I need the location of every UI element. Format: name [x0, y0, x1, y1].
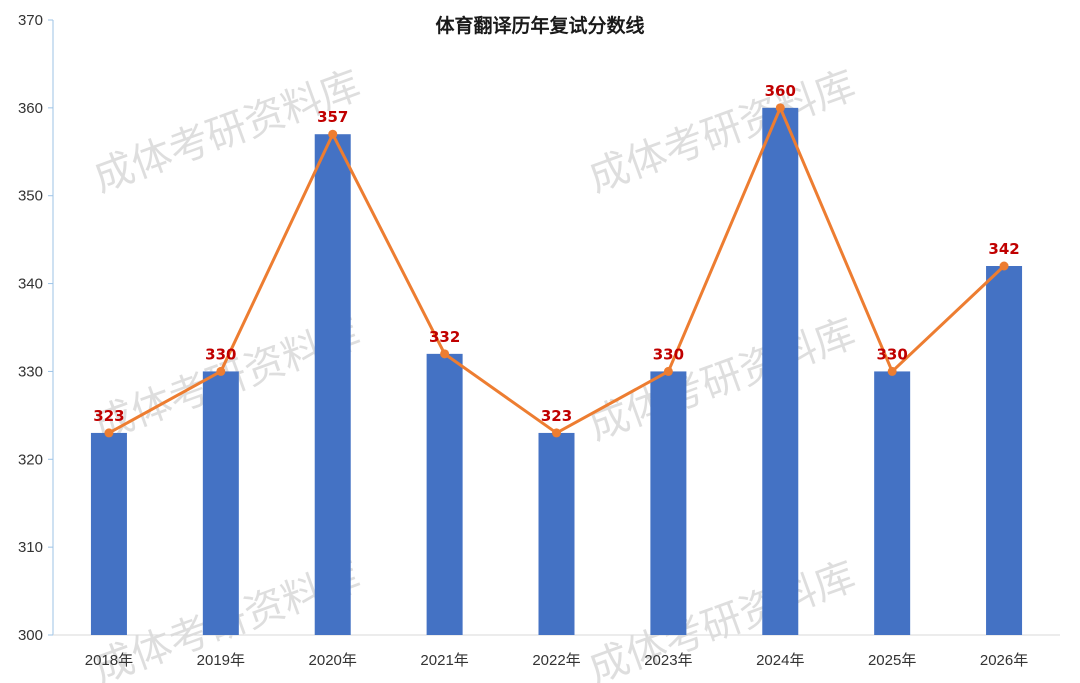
x-tick-label: 2021年	[420, 652, 468, 669]
x-tick-label: 2020年	[309, 652, 357, 669]
data-label: 330	[653, 345, 684, 363]
data-label: 330	[877, 345, 908, 363]
line-point	[999, 261, 1009, 271]
bar	[538, 432, 575, 635]
bar	[314, 134, 351, 635]
y-tick-label: 350	[18, 188, 43, 205]
y-tick-label: 310	[18, 539, 43, 556]
data-label: 332	[429, 328, 460, 346]
data-label: 330	[205, 345, 236, 363]
line-point	[440, 349, 450, 359]
y-tick-label: 360	[18, 100, 43, 117]
x-tick-label: 2023年	[644, 652, 692, 669]
line-point	[552, 428, 561, 438]
chart-title: 体育翻译历年复试分数线	[435, 14, 644, 37]
data-label: 323	[93, 407, 124, 425]
watermark-text-2: 成体考研资料库	[583, 62, 862, 201]
y-tick-label: 300	[18, 627, 43, 644]
bar	[986, 266, 1023, 635]
x-tick-label: 2018年	[85, 652, 133, 669]
line-point	[663, 366, 673, 376]
line-point	[775, 103, 785, 113]
line-point	[887, 366, 897, 376]
line-point	[104, 428, 114, 438]
line-point	[328, 129, 338, 139]
y-tick-label: 370	[18, 12, 43, 29]
y-tick-label: 320	[18, 451, 43, 468]
bar	[90, 432, 127, 635]
x-tick-label: 2019年	[197, 652, 245, 669]
y-tick-label: 340	[18, 276, 43, 293]
bar	[650, 371, 687, 635]
x-tick-label: 2024年	[756, 652, 804, 669]
x-tick-label: 2022年	[532, 652, 580, 669]
watermark-text-6: 成体考研资料库	[583, 553, 862, 683]
x-tick-label: 2026年	[980, 652, 1028, 669]
watermark-text-4: 成体考研资料库	[583, 310, 862, 449]
data-label: 360	[765, 82, 796, 100]
x-tick-label: 2025年	[868, 652, 916, 669]
data-label: 342	[988, 240, 1019, 258]
data-label: 357	[317, 108, 348, 126]
axes: 300 310 320 330 340 350 360 370 2018年 2019年 2020年 2…	[18, 12, 1060, 669]
bar-series	[90, 107, 1023, 636]
line-series	[104, 103, 1009, 438]
line-point	[216, 366, 226, 376]
bar	[874, 371, 911, 635]
y-tick-label: 330	[18, 363, 43, 380]
data-label: 323	[541, 407, 572, 425]
bar	[426, 353, 463, 635]
data-labels: 323 330 357 332 323 330 360 330 342	[93, 82, 1019, 425]
bar	[762, 107, 799, 636]
bar	[202, 371, 239, 635]
